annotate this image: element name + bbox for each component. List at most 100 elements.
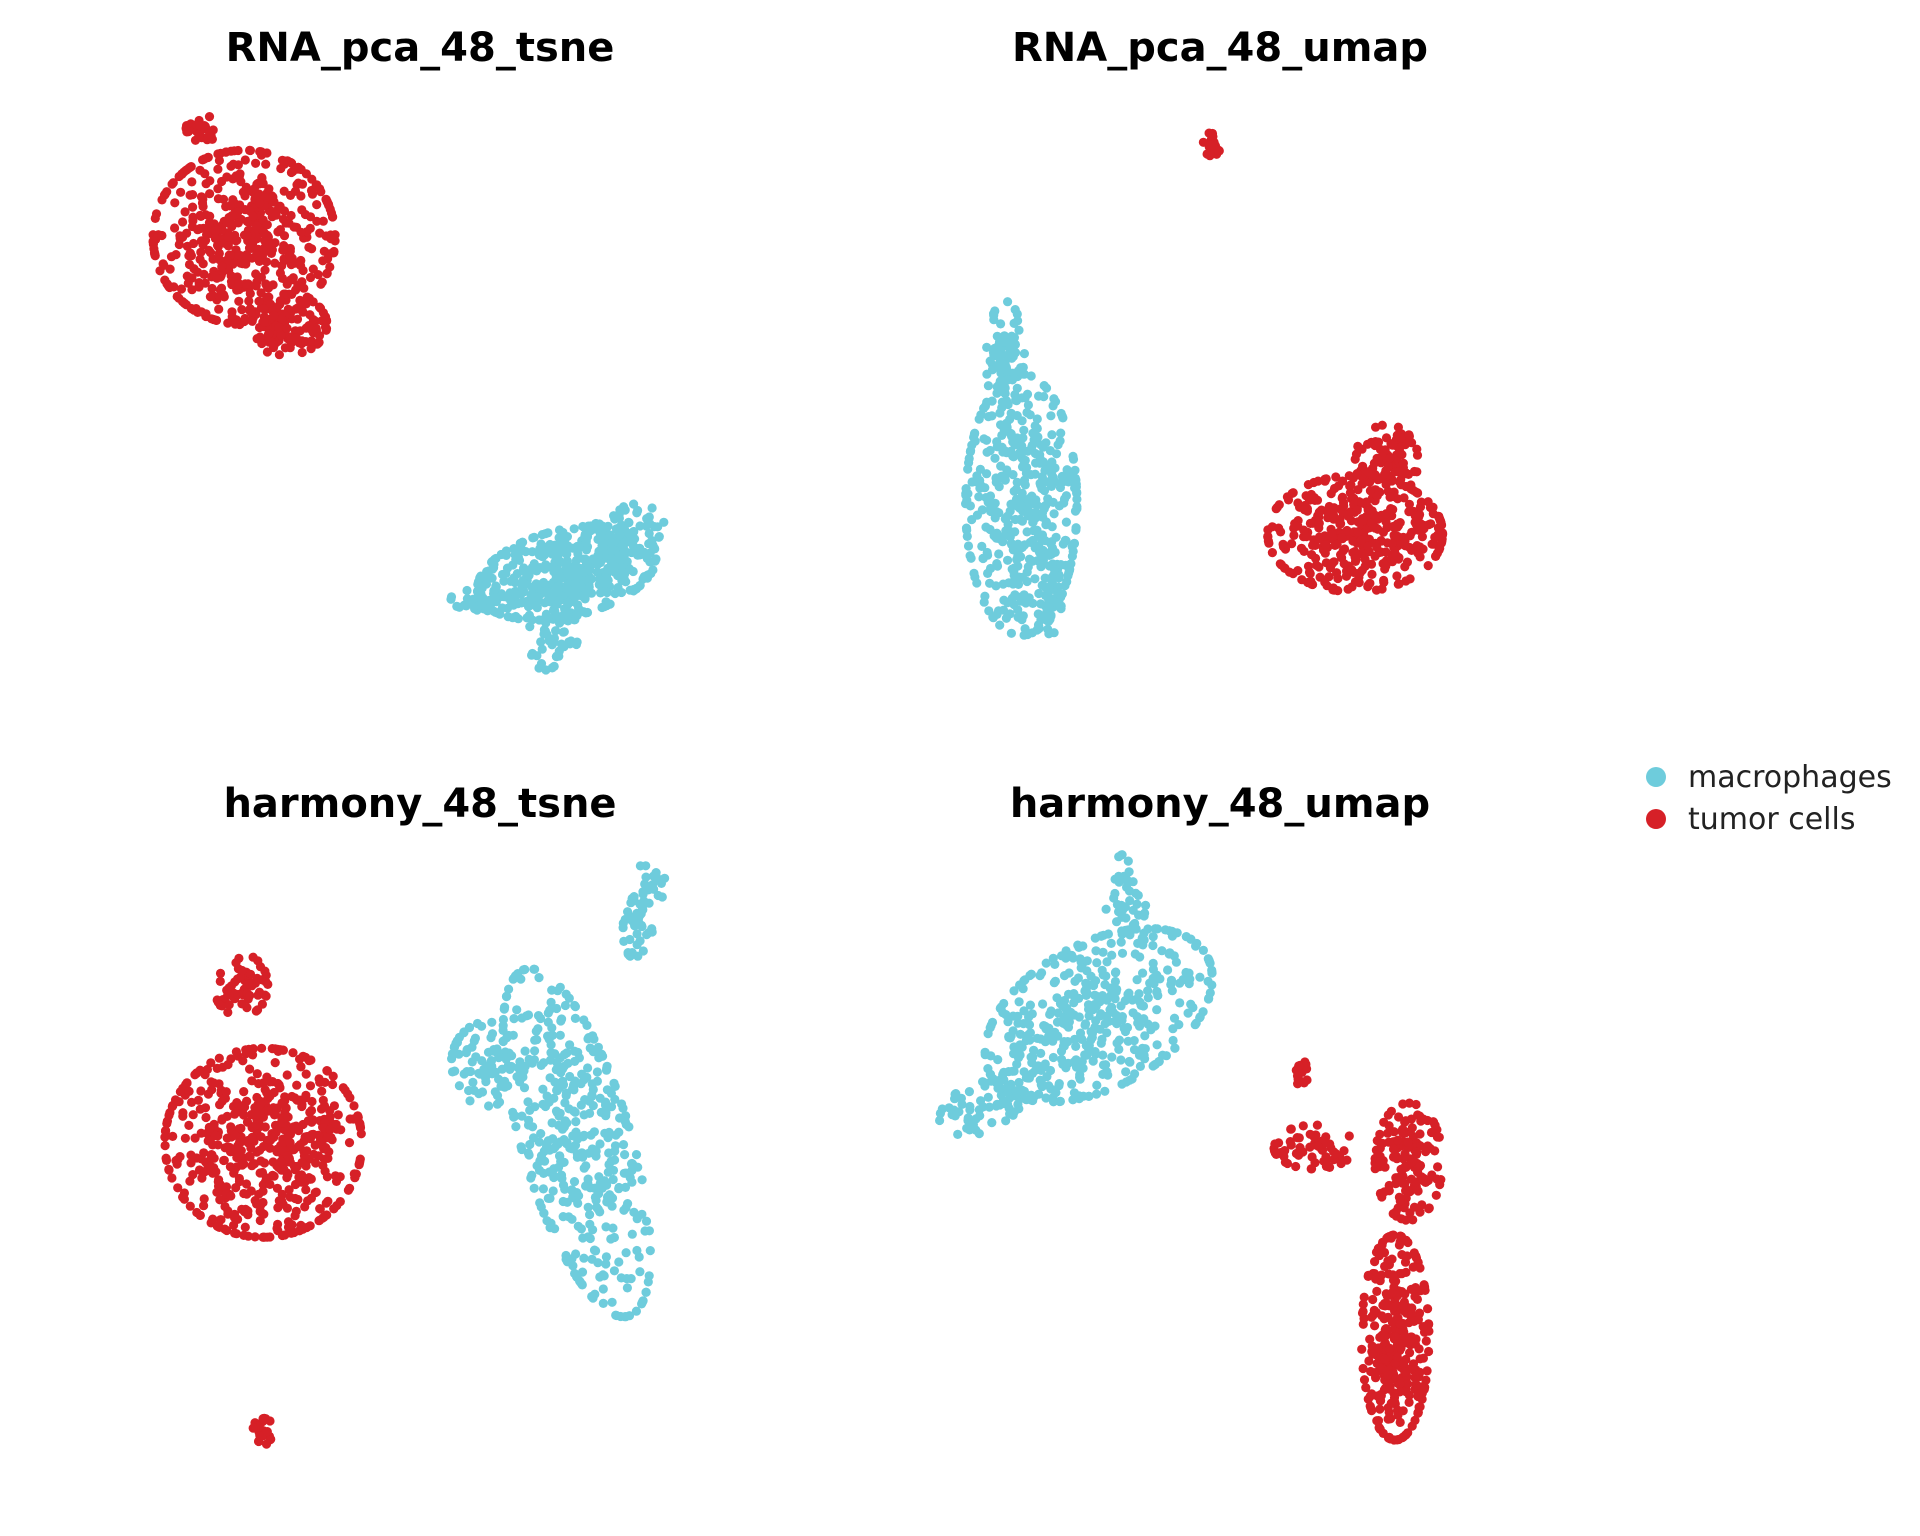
data-point: [1351, 554, 1361, 564]
data-point: [607, 1297, 617, 1307]
data-point: [266, 1135, 276, 1145]
data-point: [1372, 1416, 1382, 1426]
data-point: [581, 537, 591, 547]
data-point: [1205, 151, 1215, 161]
data-point: [545, 1193, 555, 1203]
data-point: [304, 242, 314, 252]
data-point: [315, 184, 325, 194]
data-point: [579, 1130, 589, 1140]
data-point: [1393, 422, 1403, 432]
series-tumor-cells: [1198, 128, 1448, 596]
data-point: [555, 1151, 565, 1161]
data-point: [999, 337, 1009, 347]
data-point: [569, 1046, 580, 1056]
data-point: [616, 555, 626, 565]
data-point: [540, 529, 550, 539]
data-point: [595, 579, 605, 589]
data-point: [306, 1055, 316, 1065]
data-point: [1017, 488, 1027, 498]
data-point: [571, 1127, 581, 1137]
data-point: [983, 1064, 993, 1074]
data-point: [284, 1185, 294, 1195]
data-point: [215, 968, 226, 978]
data-point: [643, 1277, 653, 1287]
data-point: [492, 1099, 502, 1109]
data-point: [583, 1202, 593, 1212]
data-point: [312, 200, 322, 210]
data-point: [254, 256, 264, 266]
data-point: [995, 620, 1005, 630]
data-point: [1371, 422, 1381, 432]
data-point: [1135, 1061, 1145, 1071]
data-point: [185, 1201, 195, 1211]
data-point: [1284, 567, 1295, 577]
data-point: [644, 512, 654, 522]
data-point: [1058, 1059, 1068, 1069]
data-point: [1131, 888, 1141, 898]
data-point: [1068, 454, 1079, 464]
data-point: [1384, 1384, 1395, 1394]
data-point: [180, 1133, 190, 1143]
data-point: [330, 230, 340, 240]
data-point: [213, 1177, 223, 1187]
data-point: [1025, 970, 1035, 981]
data-point: [1098, 947, 1108, 957]
data-point: [1060, 535, 1070, 545]
data-point: [1363, 439, 1373, 449]
data-point: [631, 1150, 642, 1160]
data-point: [553, 1139, 563, 1149]
data-point: [602, 587, 612, 598]
data-point: [497, 1064, 507, 1074]
data-point: [569, 524, 579, 534]
data-point: [654, 532, 664, 542]
data-point: [553, 986, 563, 996]
scatter-plot: [148, 112, 669, 675]
data-point: [222, 255, 232, 265]
data-point: [221, 1182, 232, 1192]
data-point: [579, 1163, 589, 1173]
data-point: [223, 1007, 233, 1017]
data-point: [1415, 552, 1425, 562]
data-point: [639, 896, 649, 906]
data-point: [1069, 998, 1079, 1008]
data-point: [1067, 1079, 1077, 1089]
data-point: [261, 159, 271, 169]
data-point: [647, 927, 657, 937]
data-point: [1433, 1162, 1443, 1172]
data-point: [1195, 972, 1205, 982]
data-point: [487, 1017, 497, 1027]
data-point: [648, 540, 658, 550]
data-point: [319, 1101, 330, 1111]
legend-label: tumor cells: [1688, 801, 1856, 837]
data-point: [1421, 1375, 1431, 1385]
data-point: [547, 1118, 557, 1128]
data-point: [1097, 991, 1108, 1001]
data-point: [517, 598, 527, 608]
data-point: [462, 585, 472, 596]
data-point: [578, 592, 588, 602]
data-point: [252, 249, 262, 259]
data-point: [1434, 545, 1444, 555]
data-point: [350, 1172, 360, 1182]
data-point: [593, 1258, 603, 1268]
data-point: [1357, 479, 1367, 489]
data-point: [1381, 547, 1391, 557]
data-point: [296, 191, 306, 201]
data-point: [509, 1014, 519, 1024]
data-point: [564, 598, 574, 608]
data-point: [1012, 555, 1022, 565]
data-point: [621, 1248, 631, 1258]
data-point: [541, 587, 551, 597]
data-point: [1278, 539, 1288, 549]
data-point: [1186, 999, 1196, 1009]
data-point: [1034, 541, 1044, 551]
data-point: [1056, 604, 1066, 614]
data-point: [1135, 952, 1145, 962]
data-point: [461, 1048, 471, 1058]
data-point: [1092, 958, 1102, 968]
data-point: [1046, 539, 1056, 549]
data-point: [558, 1196, 568, 1207]
data-point: [572, 541, 582, 551]
data-point: [1305, 1142, 1315, 1152]
data-point: [197, 198, 208, 208]
